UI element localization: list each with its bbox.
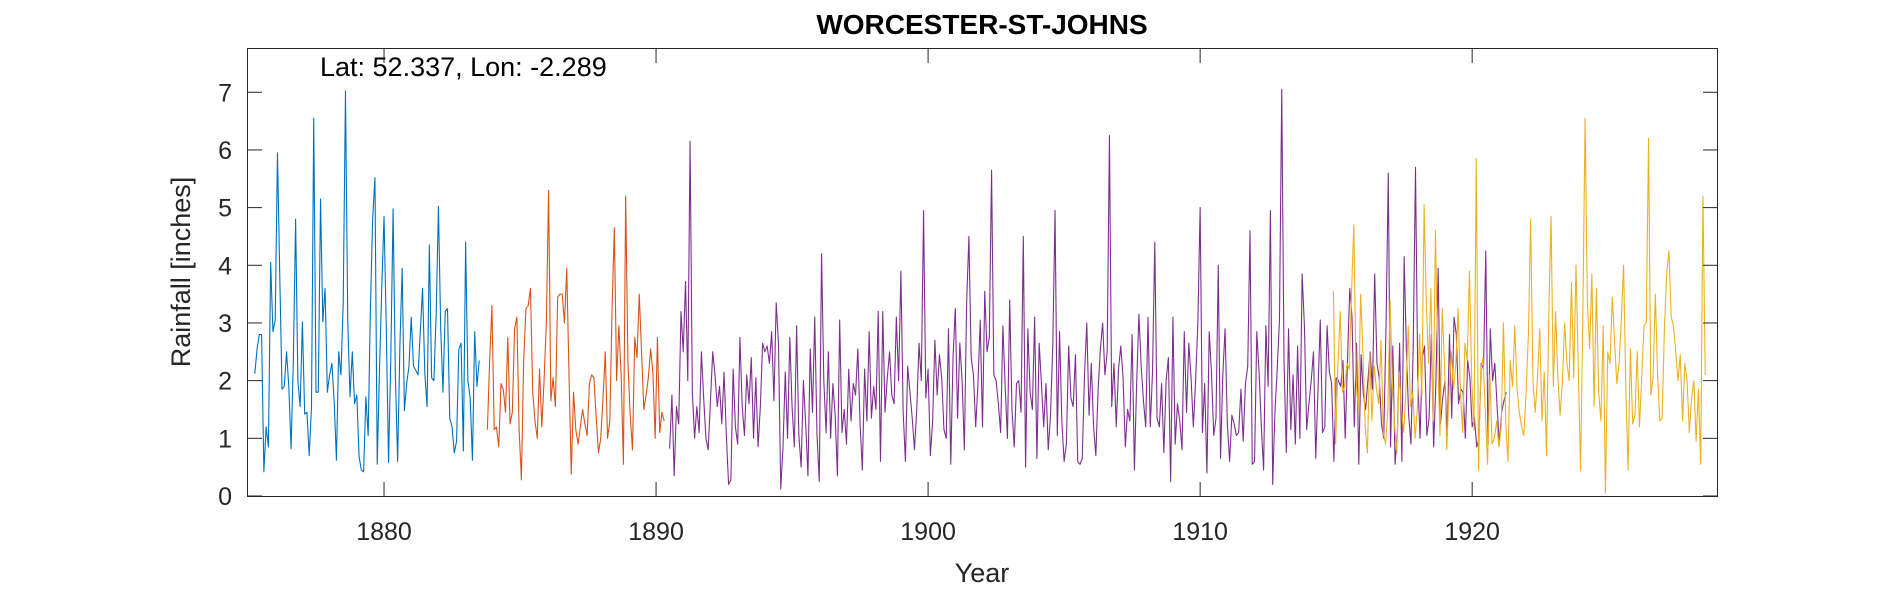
y-tick-label: 2 <box>218 368 232 396</box>
series-group <box>254 88 1706 494</box>
x-tick-label: 1920 <box>1444 518 1500 546</box>
y-tick-label: 7 <box>218 79 232 107</box>
x-tick-label: 1910 <box>1172 518 1228 546</box>
y-tick-label: 0 <box>218 483 232 511</box>
y-tick-label: 4 <box>218 252 232 280</box>
y-axis-ticks: 0 1 2 3 4 5 6 7 <box>218 79 1717 511</box>
series-line-1 <box>254 90 480 473</box>
x-tick-label: 1900 <box>900 518 956 546</box>
x-axis-label: Year <box>955 558 1010 588</box>
y-tick-label: 5 <box>218 195 232 223</box>
x-tick-label: 1890 <box>628 518 684 546</box>
x-tick-label: 1880 <box>356 518 412 546</box>
x-axis-ticks: 1880 1890 1900 1910 1920 <box>356 49 1500 546</box>
y-tick-label: 6 <box>218 137 232 165</box>
y-axis-label: Rainfall [inches] <box>166 177 196 368</box>
y-tick-label: 1 <box>218 425 232 453</box>
series-line-4 <box>1332 117 1706 494</box>
series-line-3 <box>669 88 1507 490</box>
chart-title: WORCESTER-ST-JOHNS <box>816 9 1147 40</box>
location-annotation: Lat: 52.337, Lon: -2.289 <box>320 52 607 82</box>
series-line-2 <box>486 189 665 481</box>
y-tick-label: 3 <box>218 310 232 338</box>
